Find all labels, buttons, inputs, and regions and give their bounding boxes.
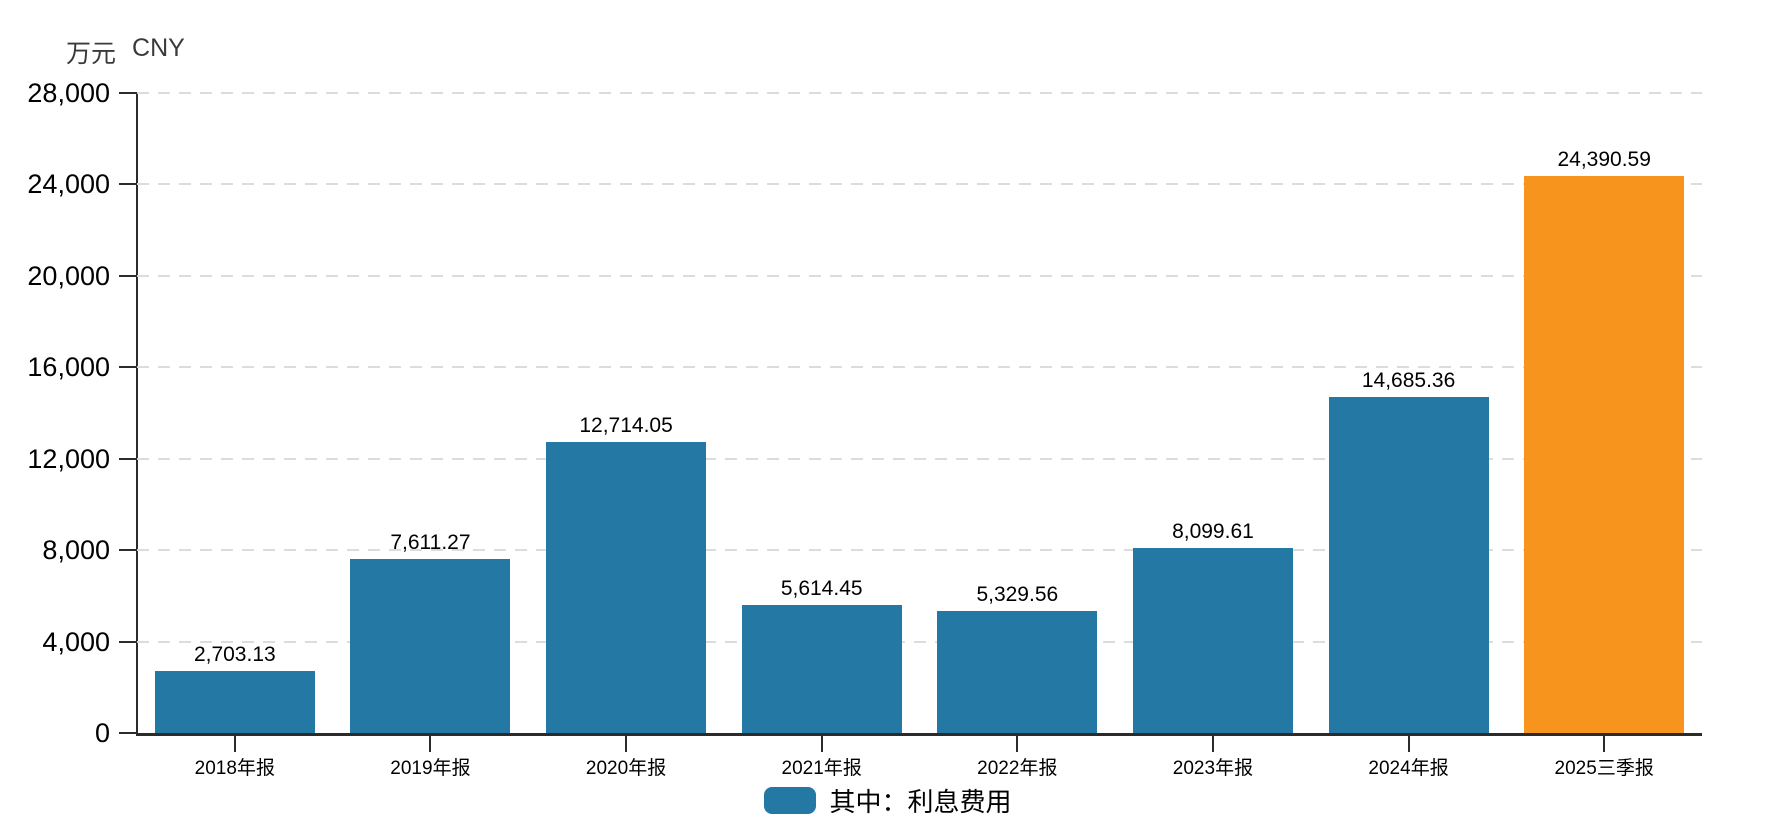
plot-area: 2,703.13 7,611.27 12,714.05 5,614.45 5,329.5… [137, 92, 1702, 733]
y-axis-tick [119, 183, 137, 186]
bar-value-label: 5,614.45 [780, 576, 863, 600]
y-axis-tick-label: 28,000 [27, 78, 110, 108]
gridline [137, 457, 1702, 460]
x-axis-tick [1603, 736, 1606, 752]
y-axis-tick [119, 549, 137, 552]
y-axis-tick [119, 732, 137, 734]
bar-2020年报[interactable] [546, 442, 707, 733]
bar-value-label: 12,714.05 [579, 414, 673, 438]
bar-2018年报[interactable] [154, 671, 315, 733]
x-axis-tick [625, 736, 628, 752]
bar-2024年报[interactable] [1328, 397, 1489, 733]
bar-2019年报[interactable] [350, 559, 511, 733]
y-axis-tick [119, 274, 137, 277]
y-axis-tick-label: 12,000 [27, 443, 110, 474]
bar-value-label: 24,390.59 [1557, 147, 1651, 171]
y-axis-tick-label: 24,000 [27, 169, 110, 200]
x-axis-label: 2018年报 [194, 758, 275, 779]
bar-2021年报[interactable] [741, 604, 902, 733]
x-axis-tick [820, 736, 823, 752]
y-axis-tick-label: 16,000 [27, 352, 110, 383]
y-axis-tick-label: 0 [94, 718, 110, 748]
bar-2022年报[interactable] [937, 611, 1098, 733]
bar-2023年报[interactable] [1132, 547, 1293, 733]
y-axis-tick-label: 4,000 [42, 626, 110, 657]
y-axis-line [136, 93, 138, 733]
x-axis-label: 2021年报 [781, 758, 862, 779]
y-axis-tick [119, 366, 137, 369]
bar-value-label: 14,685.36 [1361, 369, 1456, 393]
bar-value-label: 7,611.27 [390, 531, 471, 555]
y-axis-tick [119, 640, 137, 643]
x-axis-label: 2023年报 [1172, 758, 1254, 779]
x-axis-tick [233, 736, 236, 752]
gridline [137, 640, 1702, 643]
gridline [137, 183, 1702, 186]
y-axis-tick-label: 8,000 [42, 535, 110, 566]
legend-item[interactable]: 其中：利息费用 [0, 782, 1776, 819]
unit-text: 万元 [66, 40, 117, 68]
x-axis-label: 2024年报 [1368, 758, 1449, 779]
x-axis-line [136, 733, 1702, 736]
gridline [137, 274, 1702, 277]
legend-swatch [764, 787, 817, 814]
bar-value-label: 5,329.56 [976, 583, 1059, 607]
x-axis-tick [1211, 736, 1214, 752]
gridline [137, 549, 1702, 552]
currency-text: CNY [132, 34, 185, 62]
bar-2025三季报[interactable] [1524, 175, 1685, 733]
legend-label: 其中：利息费用 [829, 787, 1012, 817]
y-axis-unit-label: 万元 CNY [66, 34, 185, 70]
x-axis-tick [1407, 736, 1410, 752]
x-axis-tick [1016, 736, 1019, 752]
gridline [137, 92, 1702, 94]
bar-value-label: 8,099.61 [1172, 519, 1254, 543]
y-axis-tick [119, 457, 137, 460]
y-axis-tick-label: 20,000 [27, 260, 110, 291]
gridline [137, 366, 1702, 369]
x-axis-label: 2025三季报 [1554, 758, 1654, 779]
x-axis-tick [429, 736, 432, 752]
x-axis-label: 2020年报 [585, 758, 667, 779]
bar-value-label: 2,703.13 [193, 643, 276, 667]
x-axis-label: 2019年报 [390, 758, 471, 779]
y-axis-tick [119, 92, 137, 94]
x-axis-label: 2022年报 [977, 758, 1058, 779]
